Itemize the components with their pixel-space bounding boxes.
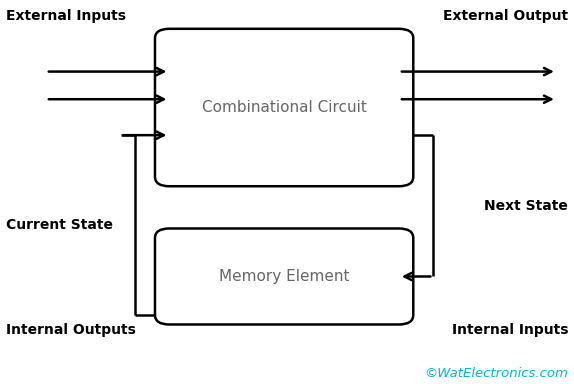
FancyBboxPatch shape bbox=[155, 228, 413, 324]
Text: Internal Inputs: Internal Inputs bbox=[452, 323, 568, 336]
FancyBboxPatch shape bbox=[155, 29, 413, 186]
Text: External Inputs: External Inputs bbox=[6, 9, 126, 23]
Text: External Output: External Output bbox=[443, 9, 568, 23]
Text: Internal Outputs: Internal Outputs bbox=[6, 323, 135, 336]
Text: Memory Element: Memory Element bbox=[219, 269, 350, 284]
Text: Current State: Current State bbox=[6, 218, 113, 232]
Text: ©WatElectronics.com: ©WatElectronics.com bbox=[424, 367, 568, 380]
Text: Next State: Next State bbox=[484, 199, 568, 213]
Text: Combinational Circuit: Combinational Circuit bbox=[201, 100, 367, 115]
